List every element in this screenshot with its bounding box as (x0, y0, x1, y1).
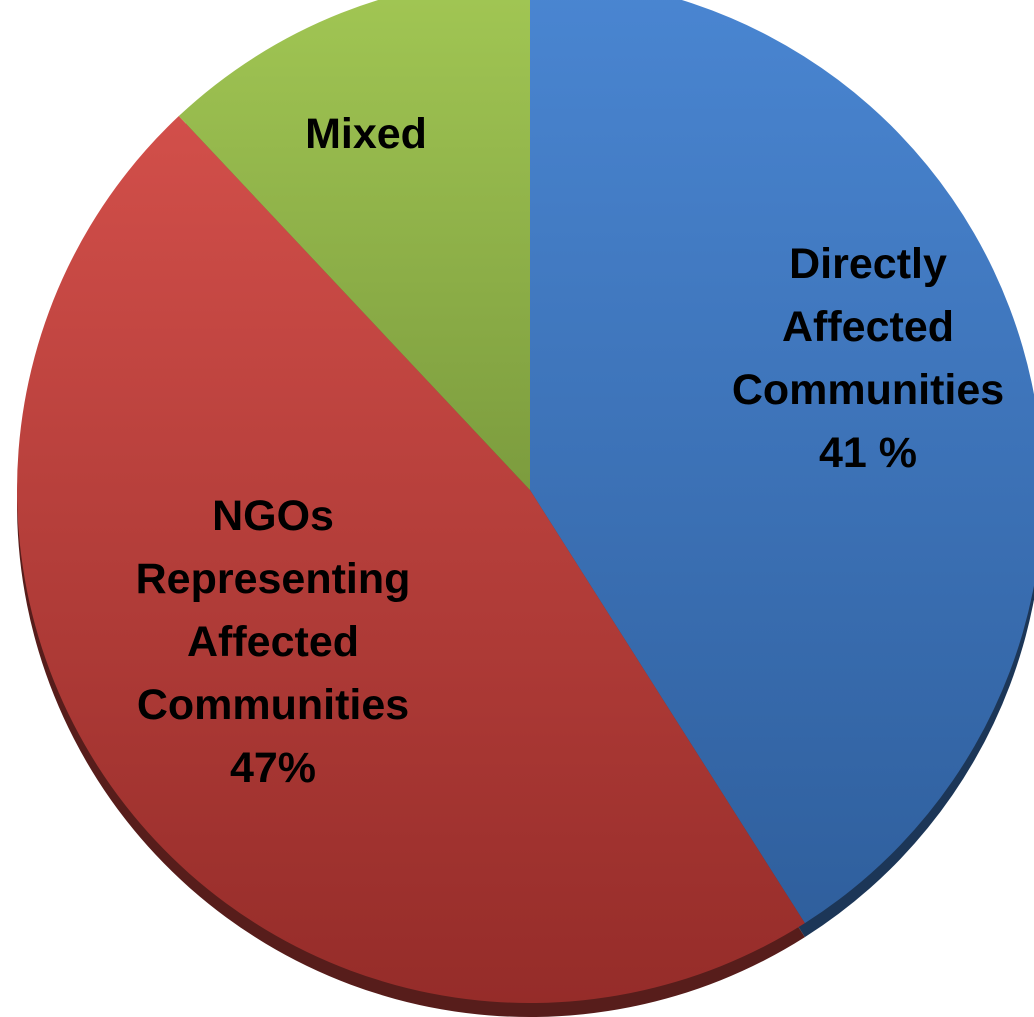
pie-label-directly-affected-communities: Directly Affected Communities 41 % (732, 240, 1004, 477)
pie-label-line: NGOs (212, 492, 334, 540)
pie-label-line: Affected (187, 618, 359, 666)
pie-label-ngos-representing-affected-communities: NGOs Representing Affected Communities 47% (136, 492, 411, 792)
pie-label-mixed: Mixed (305, 110, 427, 158)
pie-slices (17, 0, 1034, 1003)
pie-slice-ngos-representing-affected-communities (17, 116, 805, 1003)
pie-slice-directly-affected-communities (530, 0, 1034, 924)
pie-labels: Directly Affected Communities 41 % NGOs Repre… (136, 110, 1005, 792)
pie-label-line: Representing (136, 555, 411, 603)
pie-slice-mixed (178, 0, 530, 490)
pie-label-line: 41 % (819, 429, 917, 477)
pie-label-line: Communities (137, 681, 409, 729)
pie-label-line: Communities (732, 366, 1004, 414)
pie-label-line: 47% (230, 744, 316, 792)
pie-label-line: Mixed (305, 110, 427, 158)
pie-label-line: Directly (789, 240, 947, 288)
pie-label-line: Affected (782, 303, 954, 351)
